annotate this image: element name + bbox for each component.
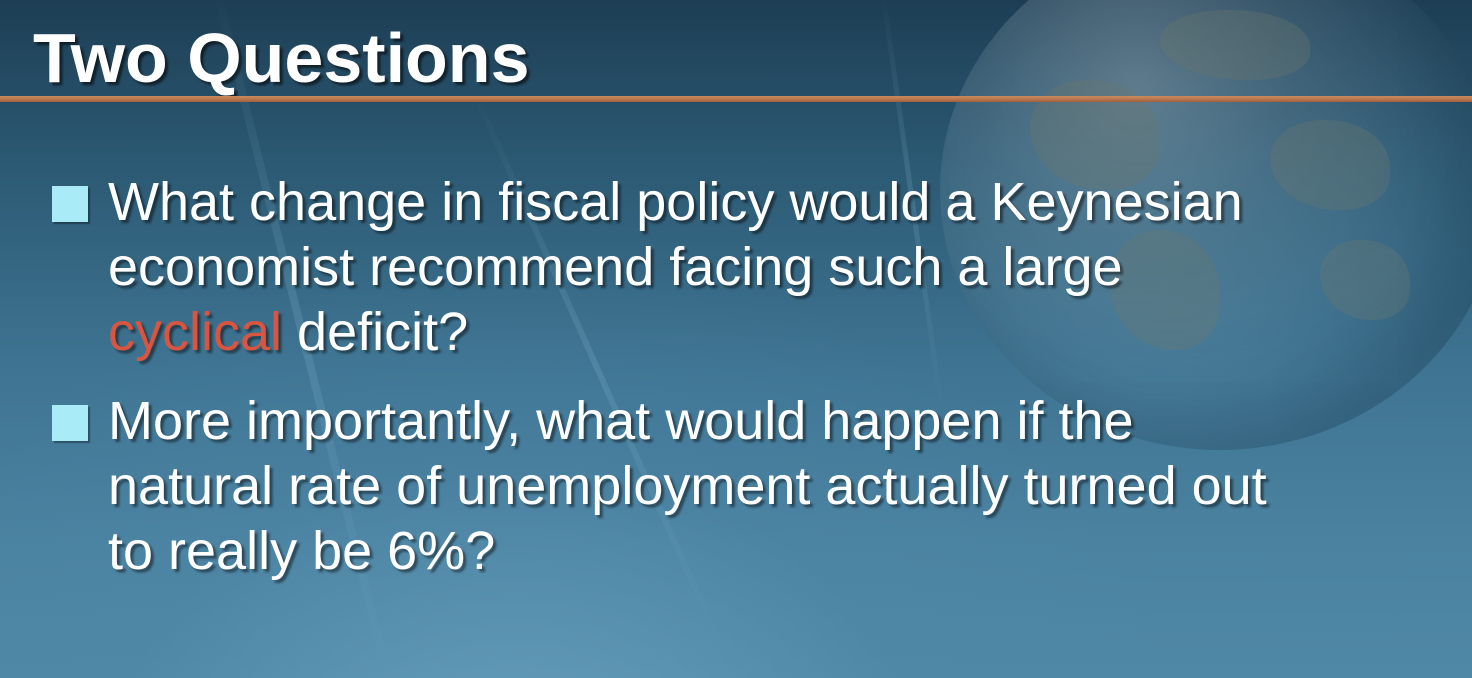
slide-title: Two Questions [33,19,530,97]
bullet-line: What change in fiscal policy would a Key… [108,172,1243,232]
title-underline-rule [0,96,1472,102]
globe-background-image [940,0,1472,450]
bullet-line: economist recommend facing such a large [108,237,1123,297]
bullet-line: to really be 6%? [108,521,496,581]
globe-landmass [1110,230,1220,350]
bullet-line: cyclical deficit? [108,300,1462,365]
highlighted-term: cyclical [108,302,283,362]
bullet-line-rest: deficit? [282,302,469,362]
bullet-item: What change in fiscal policy would a Key… [52,170,1462,365]
square-bullet-icon [52,405,88,441]
bullet-line: More importantly, what would happen if t… [108,391,1134,451]
bullet-item: More importantly, what would happen if t… [52,389,1462,584]
globe-landmass [1320,240,1410,320]
bullet-list: What change in fiscal policy would a Key… [52,170,1462,584]
globe-landmass [1160,10,1310,80]
square-bullet-icon [52,186,88,222]
globe-landmass [1270,120,1390,210]
bullet-line: natural rate of unemployment actually tu… [108,456,1267,516]
